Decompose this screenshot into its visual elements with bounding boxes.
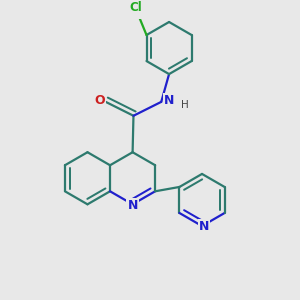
Text: Cl: Cl: [130, 1, 142, 14]
Text: O: O: [94, 94, 105, 107]
Text: N: N: [128, 199, 138, 212]
Text: H: H: [181, 100, 189, 110]
Text: N: N: [199, 220, 209, 233]
Text: N: N: [164, 94, 174, 106]
